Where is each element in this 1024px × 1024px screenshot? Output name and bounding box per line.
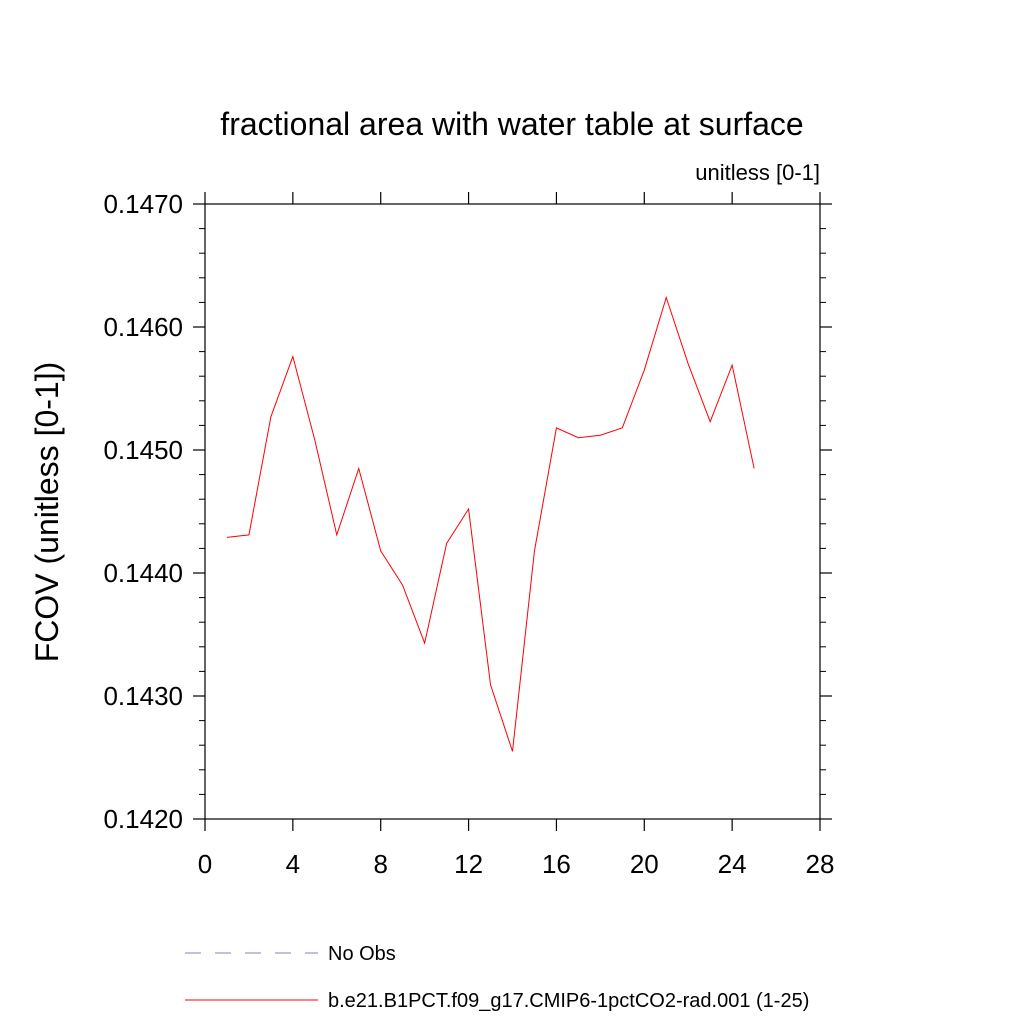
x-tick-label: 24 [718,849,747,879]
x-axis: 0 4 8 12 16 20 24 28 [198,192,835,879]
y-axis: 0.1420 0.1430 0.1440 0.1450 0.1460 0.1470 [103,189,832,834]
y-axis-label: FCOV (unitless [0-1]) [29,362,65,663]
chart-title: fractional area with water table at surf… [220,106,803,142]
plot-frame [204,203,821,820]
plot-series [226,295,755,752]
series-line [226,295,755,752]
legend: No Obs b.e21.B1PCT.f09_g17.CMIP6-1pctCO2-… [185,943,809,1012]
y-tick-label: 0.1420 [103,804,183,834]
y-tick-label: 0.1470 [103,189,183,219]
legend-label: b.e21.B1PCT.f09_g17.CMIP6-1pctCO2-rad.00… [328,990,809,1012]
y-tick-label: 0.1430 [103,681,183,711]
x-tick-label: 0 [198,849,212,879]
x-tick-label: 12 [454,849,483,879]
x-tick-label: 8 [373,849,387,879]
x-tick-label: 20 [630,849,659,879]
x-tick-label: 4 [286,849,300,879]
legend-label: No Obs [328,943,396,965]
chart-subtitle: unitless [0-1] [695,160,820,185]
plot-border [204,203,821,820]
y-tick-label: 0.1450 [103,435,183,465]
x-tick-label: 28 [806,849,835,879]
y-tick-label: 0.1460 [103,312,183,342]
x-tick-label: 16 [542,849,571,879]
y-tick-label: 0.1440 [103,558,183,588]
